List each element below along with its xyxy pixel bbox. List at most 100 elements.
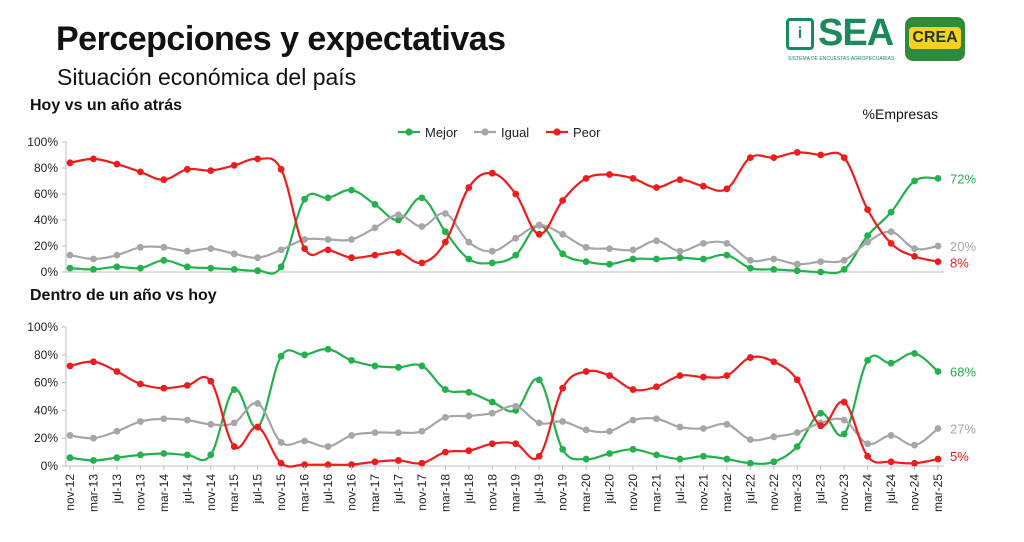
chart1-series-mejor-point	[629, 255, 637, 263]
chart1-series-mejor-point	[817, 268, 825, 276]
chart1-series-mejor-point	[301, 195, 308, 203]
chart2-series-igual-point	[653, 415, 660, 423]
chart1-series-peor-point	[324, 246, 332, 254]
chart2-xtick-label: nov-19	[556, 474, 570, 511]
chart2-series-igual-point	[324, 443, 332, 450]
chart2-title: Dentro de un año vs hoy	[30, 287, 217, 304]
chart1-series-mejor-point	[934, 175, 942, 182]
chart2-series-mejor-point	[277, 352, 285, 360]
chart1-series-peor-point	[371, 251, 379, 259]
chart1-series-igual-point	[207, 245, 215, 253]
chart2-series-igual-point	[840, 416, 848, 424]
chart2-xtick-label: nov-23	[837, 474, 851, 511]
chart1-series-peor-point	[840, 154, 848, 162]
chart2-series-mejor-point	[90, 457, 97, 464]
chart1-series-mejor-point	[66, 264, 74, 272]
chart2-series-peor-point	[254, 423, 262, 431]
chart2-series-peor-point	[606, 372, 613, 380]
chart1-series-mejor-point	[136, 264, 144, 272]
chart2-series-peor-point	[512, 440, 520, 448]
chart2-xtick-label: mar-21	[649, 474, 663, 512]
chart2-series-peor-point	[817, 422, 825, 430]
chart1-series-mejor-point	[887, 208, 895, 216]
chart2-series-mejor-point	[324, 345, 332, 353]
chart2-series-peor-point	[887, 458, 895, 466]
chart1-series-mejor-point	[371, 201, 379, 208]
chart1-series-igual-point	[817, 258, 825, 265]
chart1-series-igual-point	[183, 247, 191, 255]
chart2-series-mejor-point	[301, 351, 308, 359]
chart2-series-igual-point	[254, 400, 262, 407]
chart2-series-peor-point	[160, 384, 168, 392]
chart2-xtick-label: mar-24	[861, 474, 875, 512]
chart2-series-mejor-point	[700, 452, 707, 460]
chart2-series-igual-point	[230, 419, 238, 427]
chart2-series-mejor-point	[488, 398, 496, 406]
chart2-series-peor-point	[676, 372, 684, 380]
chart1-series-igual-point	[653, 237, 660, 245]
sea-logo: i SEA SISTEMA DE ENCUESTAS AGROPECUARIAS	[786, 12, 894, 68]
chart2-series-igual-point	[535, 419, 543, 427]
chart2-series-mejor-point	[559, 445, 567, 453]
legend-igual-swatch-dot	[481, 128, 489, 136]
chart2-series-igual-point	[606, 427, 613, 435]
chart2-xtick-label: jul-21	[673, 474, 687, 505]
chart1-series-mejor-point	[864, 232, 872, 240]
chart1-series-peor-point	[348, 254, 355, 262]
chart1-series-peor-point	[66, 159, 74, 167]
chart2-xtick-label: jul-23	[814, 474, 828, 505]
chart2-ytick-label: 100%	[27, 320, 58, 334]
chart1-ytick-label: 20%	[34, 239, 58, 253]
chart1-series-igual-point	[887, 228, 895, 236]
chart2-xtick-label: mar-25	[931, 474, 945, 512]
chart1-series-peor-point	[911, 253, 918, 260]
chart1-ytick-label: 100%	[27, 135, 58, 149]
chart2-xtick-label: mar-22	[720, 474, 734, 512]
chart2-series-peor-point	[911, 459, 918, 467]
chart2-xtick-label: nov-24	[908, 474, 922, 511]
chart2-series-peor-point	[559, 384, 567, 392]
chart1-series-mejor-point	[418, 194, 426, 202]
chart2-xtick-label: nov-18	[485, 474, 499, 511]
chart2-series-mejor-line	[69, 348, 939, 465]
chart1-series-peor-point	[207, 167, 215, 175]
chart1-series-peor-point	[934, 258, 942, 265]
chart1-series-igual-point	[746, 256, 754, 264]
chart2-ytick-label: 60%	[34, 376, 58, 390]
chart1-title: Hoy vs un año atrás	[30, 97, 183, 114]
legend-peor-label: Peor	[573, 125, 601, 140]
chart2-series-mejor-end-label: 68%	[950, 364, 976, 379]
chart2-series-peor-point	[535, 452, 543, 460]
chart1-series-igual-point	[629, 246, 637, 254]
chart1-series-peor-point	[160, 176, 168, 184]
chart2-series-mejor-point	[864, 356, 872, 364]
chart2-xtick-label: jul-13	[110, 474, 124, 505]
chart1-ytick-label: 0%	[41, 265, 59, 279]
chart2-series-peor-point	[653, 383, 660, 391]
chart2-series-igual-point	[371, 429, 379, 437]
chart2-series-igual-point	[746, 436, 754, 443]
chart2-series-igual-point	[301, 437, 308, 445]
chart2-series-igual-point	[864, 440, 872, 448]
chart2-ytick-label: 40%	[34, 403, 58, 417]
chart2-series-mejor-point	[676, 455, 684, 463]
chart2-series-igual-point	[113, 427, 121, 435]
chart2-series-mejor-point	[535, 376, 543, 384]
chart1-series-igual-point	[934, 242, 942, 250]
crea-logo-text: CREA	[909, 27, 961, 49]
chart2-ytick-label: 20%	[34, 431, 58, 445]
chart1-series-mejor-point	[606, 260, 613, 268]
chart2-series-mejor-point	[183, 451, 191, 459]
chart1-series-mejor-point	[395, 216, 402, 224]
chart2-series-igual-point	[348, 432, 355, 439]
chart2-series-mejor-point	[911, 350, 918, 357]
chart1-series-peor-point	[136, 168, 144, 176]
chart1-series-igual-point	[418, 223, 426, 230]
chart2-series-igual-point	[465, 412, 473, 420]
chart1-series-igual-point	[535, 221, 543, 229]
chart2-series-igual-point	[629, 416, 637, 424]
chart1-series-mejor-point	[559, 250, 567, 258]
chart1-series-igual-point	[113, 251, 121, 259]
chart1-series-igual-point	[465, 238, 473, 246]
chart1-series-peor-point	[230, 162, 238, 169]
